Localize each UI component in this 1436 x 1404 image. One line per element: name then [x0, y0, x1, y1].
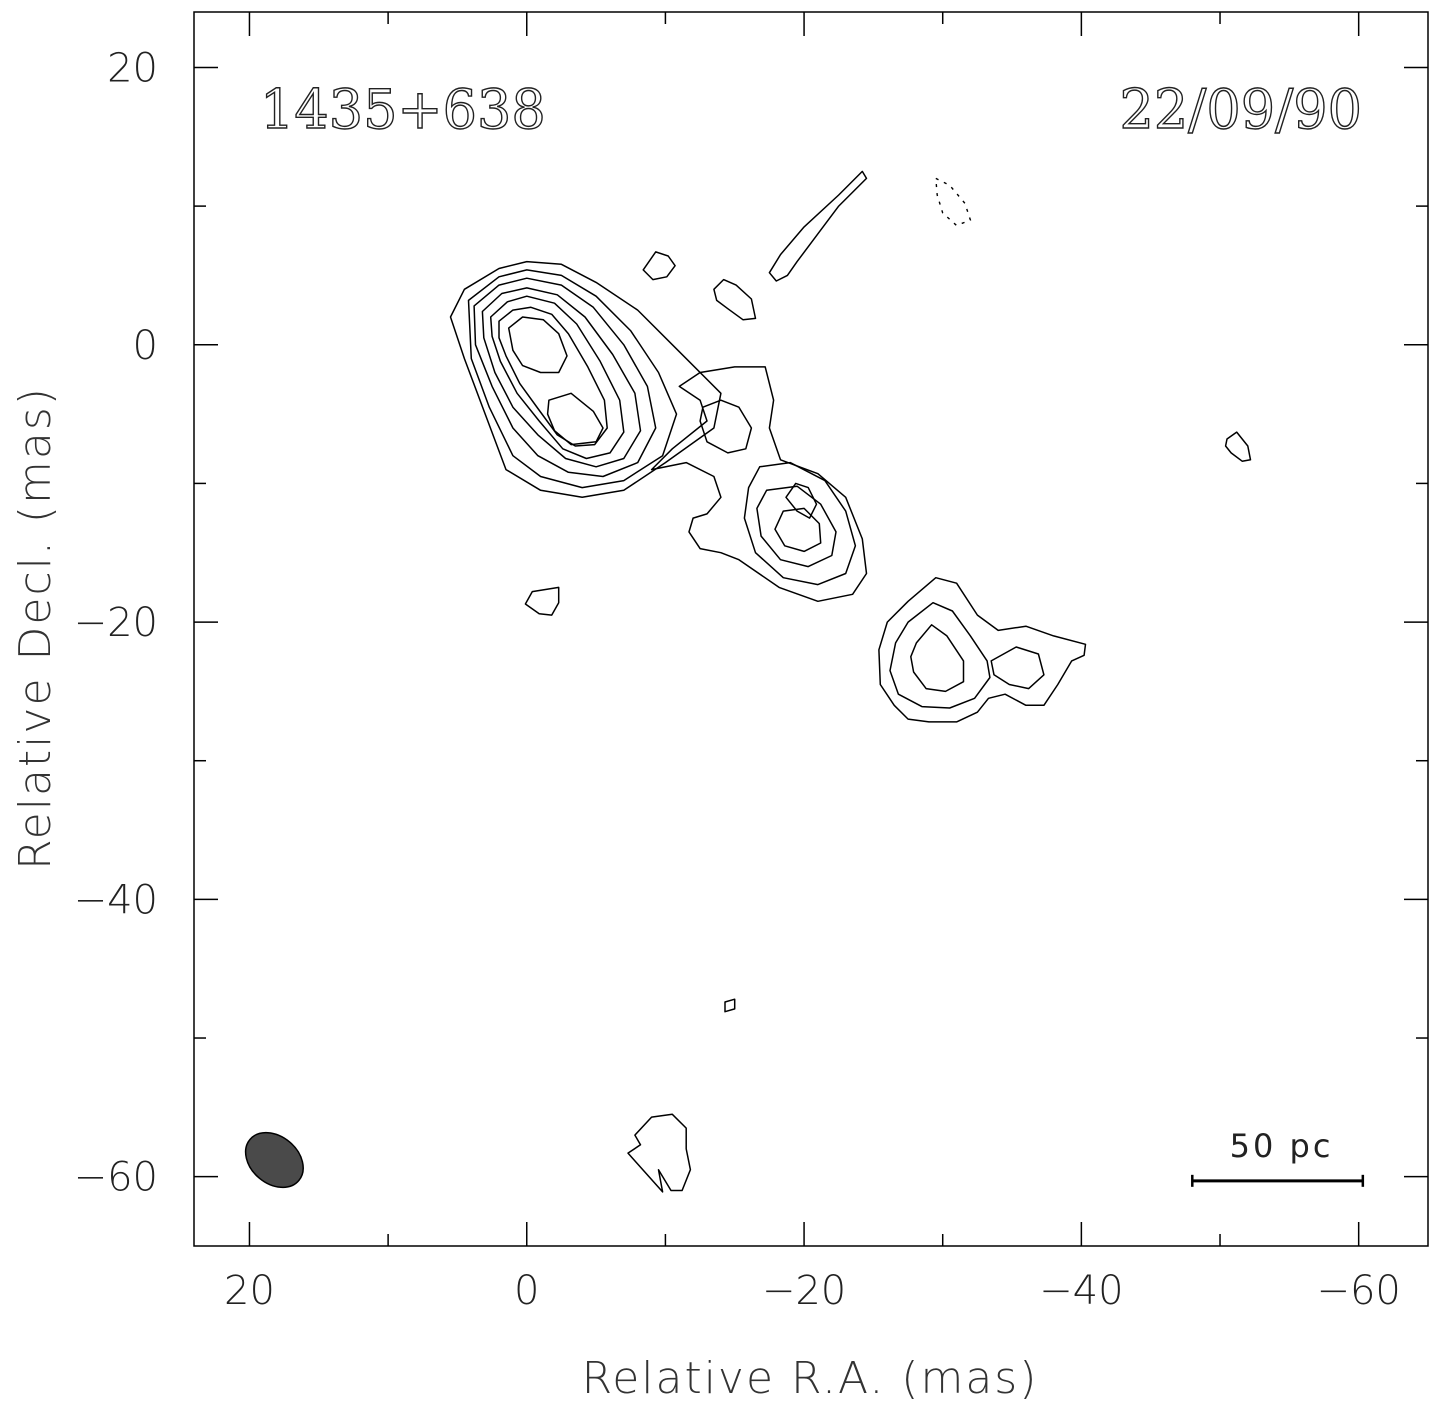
contour-knot-b [699, 399, 753, 454]
contour-core-peak [507, 316, 568, 374]
contour-blob-6 [724, 998, 736, 1013]
contour-knot-d-inner [910, 624, 965, 693]
x-tick-label: 20 [224, 1268, 275, 1314]
source-label: 1435+638 [260, 78, 546, 141]
x-tick-label: −20 [762, 1268, 846, 1314]
contour-edge-blob [768, 170, 868, 282]
contour-knot-c-inner [774, 507, 822, 553]
plot-frame [193, 11, 1429, 1247]
y-tick-label: 0 [133, 323, 158, 369]
contour-core-3 [473, 277, 657, 478]
x-tick-label: −60 [1316, 1268, 1400, 1314]
negative-contour-neg-blob [934, 177, 972, 227]
x-tick-label: 0 [514, 1268, 539, 1314]
y-tick-label: −40 [74, 877, 158, 923]
y-axis-title: Relative Decl. (mas) [10, 386, 61, 870]
contour-core-6 [498, 306, 608, 447]
y-tick-label: −60 [74, 1155, 158, 1201]
scale-bar-label: 50 pc [1230, 1127, 1334, 1165]
contour-knot-d-outer [878, 576, 1087, 723]
contour-lines [449, 170, 1252, 1193]
contour-blob-3 [1224, 431, 1252, 462]
contour-core-knot [546, 392, 604, 446]
contour-blob-4 [785, 482, 818, 519]
contour-knot-c-outer [743, 461, 857, 586]
contour-knot-e [990, 646, 1045, 690]
x-axis-title: Relative R.A. (mas) [582, 1353, 1039, 1404]
contour-blob-1 [642, 251, 676, 281]
contour-knot-c-mid [756, 485, 837, 568]
contour-core-1 [449, 260, 722, 499]
contour-knot-a-outer [650, 366, 868, 603]
contour-blob-7 [627, 1113, 692, 1193]
contour-core-4 [481, 287, 642, 468]
contour-blob-2 [713, 278, 757, 321]
y-tick-labels: 20 0 −20 −40 −60 [74, 45, 158, 1200]
date-label: 22/09/90 [1119, 78, 1362, 141]
beam-ellipse [244, 1131, 304, 1189]
contour-knot-d-mid [889, 601, 991, 709]
y-tick-label: 20 [107, 45, 158, 91]
y-tick-label: −20 [74, 600, 158, 646]
contour-core-5 [489, 295, 625, 460]
x-tick-label: −40 [1039, 1268, 1123, 1314]
contour-blob-5 [524, 586, 560, 616]
contour-core-2 [467, 269, 678, 489]
x-tick-labels: 20 0 −20 −40 −60 [224, 1268, 1401, 1314]
axis-ticks [194, 12, 1428, 1246]
